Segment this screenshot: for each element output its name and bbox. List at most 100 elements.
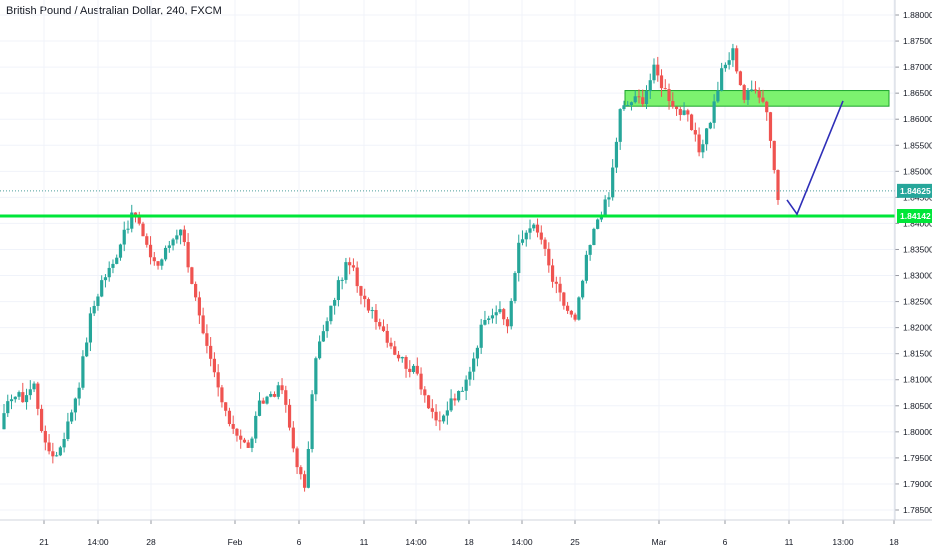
candle-down — [152, 257, 156, 262]
candle-down — [768, 112, 773, 141]
candle-down — [39, 408, 44, 431]
candle-up — [250, 438, 254, 448]
candle-down — [261, 400, 265, 404]
price-tick-label: 1.88000 — [903, 10, 932, 20]
candle-up — [460, 390, 464, 392]
candle-up — [321, 331, 325, 342]
candle-up — [648, 80, 652, 91]
candle-down — [220, 387, 224, 403]
candle-up — [96, 296, 100, 306]
candle-up — [92, 305, 96, 314]
candle-up — [652, 64, 656, 81]
price-tick-label: 1.80500 — [903, 401, 932, 411]
candle-down — [242, 439, 247, 443]
candle-up — [457, 391, 461, 401]
candle-down — [378, 322, 382, 327]
candle-down — [291, 427, 295, 449]
candle-up — [70, 412, 74, 422]
candle-down — [374, 310, 378, 323]
candles — [2, 43, 780, 492]
price-tick-label: 1.85500 — [903, 140, 932, 150]
candle-up — [318, 341, 322, 359]
candle-up — [329, 305, 333, 322]
candle-down — [671, 101, 675, 107]
candle-down — [43, 430, 47, 443]
price-tick-label: 1.83500 — [903, 244, 932, 254]
candle-down — [565, 305, 570, 311]
forecast-path[interactable] — [786, 100, 844, 216]
time-tick-label: 14:00 — [511, 537, 533, 547]
time-tick-label: 14:00 — [87, 537, 109, 547]
candle-down — [772, 140, 776, 171]
candle-up — [723, 64, 727, 69]
candle-up — [520, 239, 525, 243]
candle-down — [227, 410, 232, 425]
candle-down — [543, 239, 547, 249]
candle-up — [746, 90, 750, 100]
candle-down — [761, 97, 765, 102]
candle-down — [302, 474, 307, 488]
time-tick-label: 6 — [297, 537, 302, 547]
candle-up — [9, 399, 14, 402]
candle-up — [750, 89, 754, 91]
candle-down — [355, 267, 359, 287]
candle-up — [716, 90, 720, 102]
candle-down — [239, 435, 243, 440]
candle-down — [505, 319, 510, 327]
candle-down — [637, 96, 641, 98]
candle-down — [235, 428, 239, 436]
candle-up — [708, 122, 712, 129]
candle-down — [246, 442, 250, 448]
candle-up — [24, 395, 29, 403]
candle-down — [438, 420, 442, 422]
candle-down — [190, 267, 194, 284]
candle-up — [314, 358, 318, 395]
candle-down — [36, 383, 40, 409]
candle-down — [641, 97, 645, 105]
candle-up — [513, 273, 517, 301]
candle-down — [674, 106, 679, 110]
candle-up — [17, 392, 21, 397]
time-tick-label: 21 — [39, 537, 49, 547]
candle-down — [430, 408, 434, 412]
price-tick-label: 1.79000 — [903, 479, 932, 489]
candle-up — [336, 280, 340, 301]
candle-down — [201, 315, 205, 334]
candle-up — [449, 398, 453, 411]
candle-down — [562, 292, 566, 306]
candle-up — [269, 394, 273, 397]
candle-down — [735, 48, 739, 72]
candle-down — [547, 248, 551, 266]
candle-up — [160, 259, 164, 266]
candle-down — [393, 346, 397, 355]
candle-down — [182, 229, 186, 243]
candle-up — [618, 109, 622, 142]
candle-down — [156, 261, 160, 266]
candle-up — [163, 247, 168, 260]
candle-down — [426, 395, 431, 409]
candle-down — [366, 299, 371, 311]
candle-up — [517, 242, 521, 274]
candle-down — [280, 385, 284, 391]
candle-up — [614, 141, 619, 168]
candle-down — [141, 223, 145, 237]
time-tick-label: Mar — [652, 537, 667, 547]
candle-down — [453, 398, 457, 401]
resistance-zone[interactable] — [624, 90, 890, 107]
candle-down — [753, 89, 758, 91]
candle-down — [212, 358, 217, 373]
candle-up — [111, 263, 115, 268]
candle-down — [569, 310, 573, 315]
candle-up — [130, 212, 134, 229]
candle-up — [596, 219, 600, 229]
candle-down — [678, 109, 682, 115]
candle-up — [400, 357, 404, 359]
candle-down — [295, 448, 299, 468]
candle-down — [272, 394, 277, 397]
candle-up — [58, 447, 62, 456]
price-tick-label: 1.82500 — [903, 297, 932, 307]
candle-up — [509, 300, 513, 327]
candle-up — [468, 371, 472, 380]
candle-down — [359, 286, 363, 296]
